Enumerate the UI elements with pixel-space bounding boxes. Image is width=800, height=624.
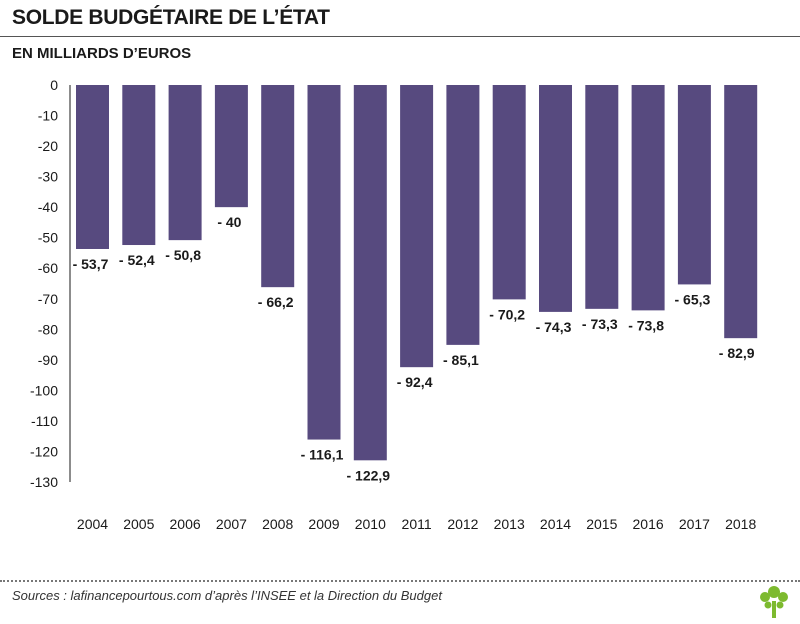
data-label: - 52,4 (119, 252, 155, 268)
data-label: - 82,9 (719, 345, 755, 361)
y-tick-label: -10 (38, 108, 58, 124)
data-label: - 116,1 (301, 447, 344, 463)
data-label: - 50,8 (165, 247, 201, 263)
bar (724, 85, 758, 339)
data-label: - 65,3 (674, 291, 710, 307)
tree-logo-icon (760, 586, 788, 618)
x-tick-label: 2008 (262, 516, 293, 532)
x-tick-label: 2017 (679, 516, 710, 532)
bar (400, 85, 434, 368)
bar (585, 85, 619, 309)
bar (446, 85, 480, 345)
title-rule (0, 36, 800, 37)
bar (353, 85, 387, 461)
bar (677, 85, 711, 285)
x-tick-label: 2005 (123, 516, 154, 532)
x-tick-label: 2018 (725, 516, 756, 532)
bar (76, 85, 109, 249)
data-label: - 73,8 (628, 317, 664, 333)
y-tick-label: -90 (38, 352, 58, 368)
x-tick-label: 2014 (540, 516, 571, 532)
data-label: - 53,7 (73, 256, 109, 272)
x-tick-label: 2004 (77, 516, 108, 532)
y-tick-label: -20 (38, 138, 58, 154)
bar (168, 85, 202, 241)
y-tick-label: -110 (31, 413, 58, 429)
y-tick-label: -70 (38, 291, 58, 307)
x-tick-label: 2009 (308, 516, 339, 532)
y-tick-label: -50 (38, 230, 58, 246)
data-label: - 73,3 (582, 316, 618, 332)
y-tick-label: -120 (30, 443, 58, 459)
data-label: - 66,2 (258, 294, 294, 310)
bar (539, 85, 572, 312)
y-tick-label: -80 (38, 321, 58, 337)
source-note: Sources : lafinancepourtous.com d’après … (12, 588, 442, 603)
bar (122, 85, 156, 246)
data-label: - 92,4 (397, 374, 433, 390)
data-label: - 122,9 (347, 467, 391, 483)
bar-chart: 0 -10 -20 -30 -40 -50 -60 -70 -80 -90 -100 -110 -120… (30, 77, 758, 532)
x-tick-label: 2010 (355, 516, 386, 532)
y-tick-label: 0 (50, 77, 58, 93)
chart-title: SOLDE BUDGÉTAIRE DE L’ÉTAT (12, 6, 330, 29)
y-tick-label: -100 (30, 382, 58, 398)
bar (631, 85, 665, 311)
x-tick-label: 2006 (170, 516, 201, 532)
y-tick-label: -130 (30, 474, 58, 490)
data-label: - 85,1 (443, 352, 479, 368)
chart-subtitle: EN MILLIARDS D’EUROS (12, 45, 192, 62)
footer-divider (0, 580, 800, 582)
x-tick-label: 2011 (402, 516, 432, 532)
bar (214, 85, 248, 208)
y-tick-label: -40 (38, 199, 58, 215)
data-label: - 74,3 (536, 319, 572, 335)
bar (261, 85, 295, 288)
bar (492, 85, 526, 300)
x-tick-label: 2013 (494, 516, 525, 532)
x-tick-label: 2015 (586, 516, 617, 532)
y-tick-label: -30 (38, 169, 58, 185)
bar (307, 85, 341, 440)
x-tick-label: 2012 (447, 516, 478, 532)
y-tick-label: -60 (38, 260, 58, 276)
data-label: - 40 (217, 214, 241, 230)
x-tick-label: 2016 (633, 516, 664, 532)
data-label: - 70,2 (489, 306, 525, 322)
x-tick-label: 2007 (216, 516, 247, 532)
